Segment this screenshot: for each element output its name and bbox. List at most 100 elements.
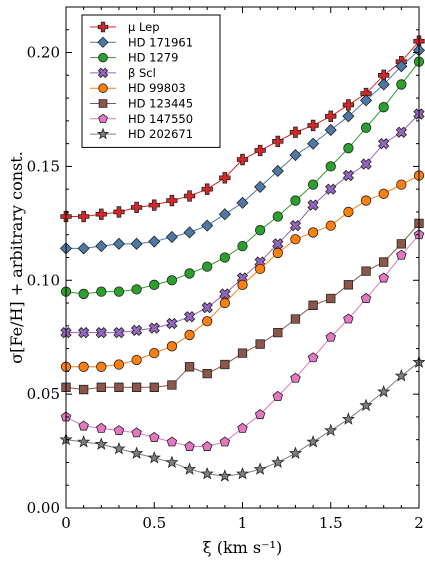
data-point <box>96 127 110 140</box>
data-point <box>307 179 319 190</box>
data-point <box>77 435 91 448</box>
data-point <box>218 208 231 221</box>
data-point <box>96 422 107 433</box>
data-point <box>361 266 371 276</box>
data-point <box>396 79 407 90</box>
data-point <box>131 382 142 392</box>
legend-label: HD 123445 <box>128 97 193 111</box>
data-point <box>271 455 285 469</box>
data-point <box>78 210 90 223</box>
data-point <box>131 284 142 295</box>
data-point <box>290 372 301 383</box>
data-point <box>78 327 90 339</box>
legend-entry: HD 147550 <box>90 112 193 126</box>
data-point <box>326 293 336 304</box>
data-point <box>289 219 302 232</box>
data-point <box>148 322 160 334</box>
data-point <box>290 234 301 245</box>
data-point <box>343 143 354 154</box>
data-point <box>219 252 231 263</box>
series-line <box>65 234 420 448</box>
data-point <box>202 368 212 379</box>
data-point <box>131 354 142 366</box>
data-point <box>272 390 284 401</box>
data-point <box>202 316 213 327</box>
data-point <box>325 183 337 195</box>
data-point <box>219 172 231 184</box>
data-point <box>149 431 160 442</box>
data-point <box>219 436 231 447</box>
x-tick-label: 1.5 <box>319 514 343 532</box>
data-point <box>114 382 124 392</box>
y-tick-label: 0.15 <box>27 157 60 175</box>
data-point <box>130 324 143 336</box>
series-7 <box>60 229 425 451</box>
data-point <box>220 359 230 370</box>
data-point <box>306 435 320 448</box>
data-point <box>359 94 373 107</box>
data-point <box>395 126 407 138</box>
data-point <box>289 126 302 138</box>
axis-ticks: 0 0.5 1 1.5 2 0.00 0.05 0.10 0.15 0.20 <box>27 7 424 532</box>
legend-entry: HD 1279 <box>90 51 178 65</box>
data-point <box>395 60 408 73</box>
data-point <box>167 380 177 390</box>
x-tick-label: 0.5 <box>142 514 166 532</box>
series-layer <box>59 35 425 482</box>
legend-entry: HD 99803 <box>90 81 186 95</box>
legend-entry: HD 171961 <box>90 35 193 49</box>
x-tick-label: 1 <box>238 514 248 532</box>
data-point <box>131 427 142 438</box>
data-point <box>78 420 89 431</box>
data-point <box>183 311 196 323</box>
series-6 <box>61 218 424 395</box>
data-point <box>378 138 390 150</box>
data-point <box>96 361 107 372</box>
data-point <box>130 237 143 250</box>
data-point <box>273 327 283 338</box>
data-point <box>113 206 125 218</box>
data-point <box>272 135 284 148</box>
data-point <box>307 119 319 132</box>
data-point <box>166 317 178 330</box>
data-point <box>360 292 372 303</box>
data-point <box>97 36 109 48</box>
data-point <box>324 423 338 437</box>
data-point <box>77 242 90 255</box>
data-point <box>394 369 408 382</box>
legend-label: HD 147550 <box>128 112 193 126</box>
legend-label: HD 99803 <box>128 81 186 95</box>
data-point <box>166 275 178 286</box>
data-point <box>377 384 391 398</box>
data-point <box>342 169 355 182</box>
data-point <box>378 188 389 199</box>
data-point <box>325 110 337 122</box>
data-point <box>343 280 354 290</box>
data-point <box>325 331 336 342</box>
y-axis-label: σ[Fe/H] + arbitrary const. <box>7 151 26 364</box>
data-point <box>254 263 266 275</box>
data-point <box>202 261 213 272</box>
data-point <box>290 314 301 324</box>
data-point <box>342 110 355 123</box>
data-point <box>201 301 213 314</box>
data-point <box>130 201 143 214</box>
data-point <box>184 329 195 341</box>
data-point <box>113 359 125 370</box>
data-point <box>79 384 89 395</box>
data-point <box>183 190 196 202</box>
data-point <box>254 180 267 193</box>
data-point <box>94 437 108 450</box>
data-point <box>396 179 407 190</box>
data-point <box>96 382 106 392</box>
data-point <box>95 208 107 220</box>
data-point <box>95 240 108 253</box>
data-point <box>201 219 214 232</box>
series-line <box>65 361 420 477</box>
data-point <box>288 446 303 459</box>
data-point <box>95 327 107 339</box>
data-point <box>182 462 197 475</box>
data-point <box>149 347 160 359</box>
legend-entry: β Scl <box>90 66 156 80</box>
